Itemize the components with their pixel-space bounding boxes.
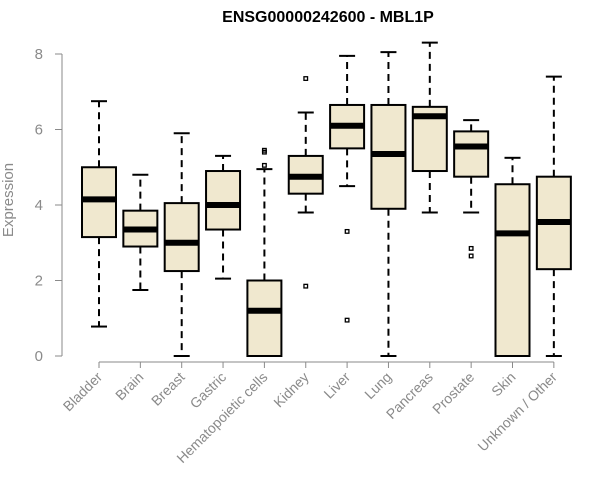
y-tick-label: 8: [35, 46, 43, 63]
box-iqr: [205, 170, 242, 231]
box-brain: [122, 173, 159, 291]
x-tick-label: Breast: [148, 369, 188, 409]
x-tick-label: Skin: [488, 369, 519, 400]
x-tick-label: Liver: [320, 369, 353, 402]
box-hematopoietic-cells: [246, 147, 283, 357]
outlier-point: [261, 162, 267, 168]
y-axis-label: Expression: [0, 163, 17, 237]
box-bladder: [81, 100, 117, 328]
outlier-point: [344, 228, 350, 234]
y-tick-label: 4: [35, 197, 43, 214]
box-kidney: [287, 76, 324, 289]
box-iqr: [494, 183, 531, 357]
boxes-group: [81, 41, 572, 357]
x-tick-label: Bladder: [60, 369, 106, 415]
x-tick-label: Kidney: [270, 369, 312, 411]
x-tick-label: Prostate: [429, 369, 477, 417]
box-gastric: [205, 154, 242, 280]
box-unknown-other: [535, 75, 572, 357]
box-liver: [329, 54, 366, 323]
box-breast: [163, 132, 200, 357]
box-prostate: [453, 119, 490, 259]
box-iqr: [453, 130, 490, 178]
y-tick-label: 2: [35, 273, 43, 290]
box-iqr: [163, 202, 200, 273]
outlier-point: [344, 317, 350, 323]
box-lung: [370, 51, 407, 357]
box-pancreas: [411, 41, 448, 214]
box-skin: [494, 156, 531, 357]
outlier-point: [261, 147, 267, 153]
x-tick-label: Brain: [112, 369, 146, 403]
y-tick-label: 6: [35, 122, 43, 139]
outlier-point: [303, 76, 309, 81]
outlier-point: [468, 253, 474, 259]
outlier-point: [303, 283, 309, 289]
x-tick-label: Lung: [361, 369, 394, 402]
box-iqr: [246, 279, 283, 357]
outlier-point: [468, 245, 474, 251]
y-axis-ticks: 0 2 4 6 8: [35, 46, 62, 365]
y-tick-label: 0: [35, 348, 43, 365]
chart-title: ENSG00000242600 - MBL1P: [222, 9, 434, 26]
